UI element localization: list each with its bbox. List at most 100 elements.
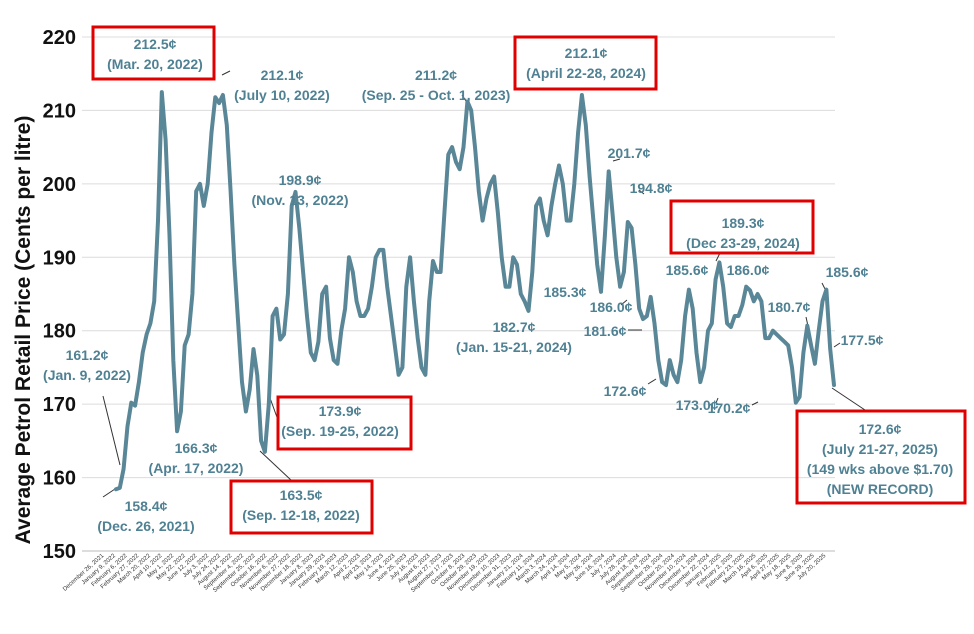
y-axis-label: Average Petrol Retail Price (Cents per l… (12, 116, 35, 545)
annotation-text: 185.6¢ (666, 262, 709, 278)
annotation-text: (July 10, 2022) (234, 87, 330, 103)
price-annotation: 194.8¢ (630, 180, 673, 196)
annotation-text: (April 22-28, 2024) (526, 65, 646, 81)
annotation-text: 185.3¢ (544, 284, 587, 300)
annotation-text: 161.2¢ (66, 347, 109, 363)
price-annotation: 185.3¢ (544, 284, 587, 300)
annotation-text: 186.0¢ (727, 262, 770, 278)
y-tick-label: 200 (43, 174, 76, 196)
annotation-leader-line (461, 94, 467, 102)
annotation-text: (Apr. 17, 2022) (149, 460, 244, 476)
annotation-text: 212.1¢ (565, 45, 608, 61)
price-annotation: 212.1¢ (July 10, 2022) (234, 67, 330, 103)
annotation-text: 194.8¢ (630, 180, 673, 196)
price-annotation: 182.7¢ (Jan. 15-21, 2024) (456, 319, 572, 355)
annotation-text: (NEW RECORD) (827, 481, 934, 497)
highlighted-annotation: 212.5¢ (Mar. 20, 2022) (91, 25, 216, 81)
y-tick-label: 180 (43, 321, 76, 343)
annotation-text: (Dec. 26, 2021) (97, 518, 194, 534)
annotation-text: (Sep. 25 - Oct. 1, 2023) (362, 87, 511, 103)
annotation-text: 170.2¢ (708, 400, 751, 416)
annotation-leader-line (833, 342, 841, 348)
highlighted-annotation: 173.9¢ (Sep. 19-25, 2022) (276, 395, 413, 451)
price-annotation: 180.7¢ (768, 299, 811, 315)
annotation-leader-line (102, 395, 121, 466)
annotation-leader-line (221, 70, 231, 76)
annotation-highlight-box (91, 25, 216, 81)
annotation-text: 189.3¢ (722, 215, 765, 231)
annotation-leader-line (831, 387, 869, 413)
annotation-text: (Jan. 9, 2022) (43, 367, 131, 383)
price-annotation: 170.2¢ (708, 400, 751, 416)
annotation-text: 186.0¢ (590, 299, 633, 315)
annotation-text: 181.6¢ (584, 323, 627, 339)
annotation-leader-line (821, 282, 826, 290)
price-series-line (114, 90, 836, 492)
y-tick-label: 150 (43, 541, 76, 563)
annotation-text: (149 wks above $1.70) (807, 461, 953, 477)
price-annotation: 177.5¢ (841, 332, 884, 348)
annotation-text: (Sep. 19-25, 2022) (281, 423, 399, 439)
annotation-highlight-box (276, 395, 413, 451)
annotation-text: 212.5¢ (134, 36, 177, 52)
annotation-highlight-box (513, 35, 658, 91)
y-axis-ticks: 150 160 170 180 190 200 210 220 (43, 27, 76, 563)
y-tick-label: 190 (43, 247, 76, 269)
price-annotation: 186.0¢ (727, 262, 770, 278)
y-tick-label: 170 (43, 394, 76, 416)
annotation-text: 173.0¢ (676, 397, 719, 413)
annotation-text: 158.4¢ (125, 498, 168, 514)
price-annotation: 173.0¢ (676, 397, 719, 413)
annotation-leader-line (647, 378, 657, 385)
price-annotation: 185.6¢ (666, 262, 709, 278)
highlighted-annotation: 163.5¢ (Sep. 12-18, 2022) (229, 479, 374, 535)
annotation-text: (Mar. 20, 2022) (107, 56, 203, 72)
y-tick-label: 220 (43, 27, 76, 49)
annotation-text: (Jan. 15-21, 2024) (456, 339, 572, 355)
price-annotation: 172.6¢ (604, 383, 647, 399)
price-annotation: 185.6¢ (826, 264, 869, 280)
annotation-text: 185.6¢ (826, 264, 869, 280)
annotation-text: 173.9¢ (319, 403, 362, 419)
highlighted-annotation: 172.6¢ (July 21-27, 2025) (149 wks above $… (795, 409, 967, 505)
annotation-text: 177.5¢ (841, 332, 884, 348)
annotation-leader-line (612, 158, 621, 162)
price-annotation: 201.7¢ (608, 145, 651, 161)
annotation-leader-line (638, 189, 645, 195)
price-annotation: 186.0¢ (590, 299, 633, 315)
annotation-text: 172.6¢ (859, 421, 902, 437)
highlighted-annotation: 212.1¢ (April 22-28, 2024) (513, 35, 658, 91)
annotation-leader-line (259, 450, 293, 482)
annotation-highlight-box (669, 199, 815, 255)
annotation-text: 212.1¢ (261, 67, 304, 83)
annotation-text: (Nov. 13, 2022) (251, 192, 348, 208)
annotation-text: 180.7¢ (768, 299, 811, 315)
price-annotation: 161.2¢ (Jan. 9, 2022) (43, 347, 131, 383)
annotation-leader-line (715, 397, 719, 404)
annotation-text: 172.6¢ (604, 383, 647, 399)
price-annotation: 198.9¢ (Nov. 13, 2022) (251, 172, 348, 208)
annotation-text: 163.5¢ (280, 487, 323, 503)
annotation-text: (Dec 23-29, 2024) (686, 235, 800, 251)
annotation-text: 201.7¢ (608, 145, 651, 161)
annotation-text: 166.3¢ (175, 440, 218, 456)
price-annotation: 166.3¢ (Apr. 17, 2022) (149, 440, 244, 476)
price-annotation: 181.6¢ (584, 323, 627, 339)
annotation-text: 211.2¢ (415, 67, 457, 83)
y-tick-label: 160 (43, 468, 76, 490)
annotations: 161.2¢ (Jan. 9, 2022) 158.4¢ (Dec. 26, 2021… (43, 25, 967, 535)
highlighted-annotation: 189.3¢ (Dec 23-29, 2024) (669, 199, 815, 255)
annotation-leader-line (620, 299, 628, 306)
annotation-highlight-box (795, 409, 967, 505)
price-annotation: 211.2¢ (Sep. 25 - Oct. 1, 2023) (362, 67, 511, 103)
annotation-highlight-box (229, 479, 374, 535)
y-tick-label: 210 (43, 100, 76, 122)
price-annotation: 158.4¢ (Dec. 26, 2021) (97, 498, 194, 534)
annotation-leaders (102, 70, 869, 498)
annotation-text: 182.7¢ (493, 319, 536, 335)
annotation-leader-line (751, 401, 759, 406)
annotation-text: 198.9¢ (279, 172, 322, 188)
annotation-text: (Sep. 12-18, 2022) (242, 507, 360, 523)
